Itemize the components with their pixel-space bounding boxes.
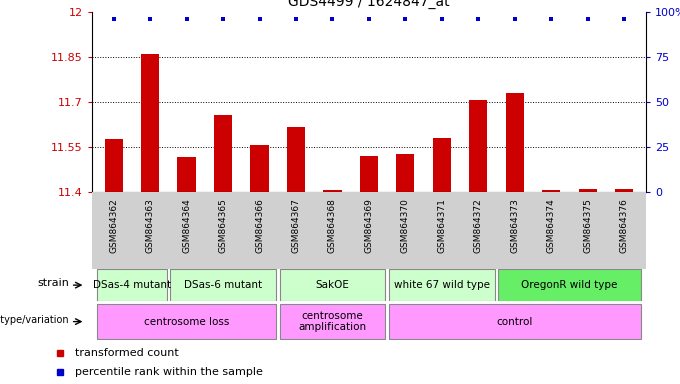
FancyBboxPatch shape [389, 304, 641, 339]
Bar [105, 139, 123, 192]
Text: DSas-4 mutant: DSas-4 mutant [93, 280, 171, 290]
Point [582, 16, 593, 22]
Text: GSM864375: GSM864375 [583, 198, 592, 253]
FancyBboxPatch shape [389, 270, 494, 301]
Bar [141, 54, 159, 192]
Bar [214, 115, 232, 192]
Point [509, 16, 520, 22]
Text: GSM864364: GSM864364 [182, 198, 191, 253]
Bar [542, 190, 560, 192]
Bar [250, 146, 269, 192]
Bar [323, 190, 341, 192]
Text: centrosome
amplification: centrosome amplification [299, 311, 367, 333]
Text: control: control [496, 316, 533, 327]
Bar [287, 127, 305, 192]
Text: GSM864367: GSM864367 [292, 198, 301, 253]
Point [254, 16, 265, 22]
Text: genotype/variation: genotype/variation [0, 315, 69, 325]
Point [400, 16, 411, 22]
Bar [177, 157, 196, 192]
Point [619, 16, 630, 22]
Text: GSM864371: GSM864371 [437, 198, 446, 253]
Point [218, 16, 228, 22]
Text: GSM864362: GSM864362 [109, 198, 118, 253]
FancyBboxPatch shape [97, 270, 167, 301]
Title: GDS4499 / 1624847_at: GDS4499 / 1624847_at [288, 0, 449, 9]
Text: GSM864368: GSM864368 [328, 198, 337, 253]
Text: GSM864363: GSM864363 [146, 198, 154, 253]
Text: GSM864369: GSM864369 [364, 198, 373, 253]
Text: SakOE: SakOE [316, 280, 350, 290]
Point [363, 16, 374, 22]
Text: GSM864374: GSM864374 [547, 198, 556, 253]
Point [546, 16, 557, 22]
Text: percentile rank within the sample: percentile rank within the sample [75, 367, 263, 377]
Point [290, 16, 301, 22]
Text: white 67 wild type: white 67 wild type [394, 280, 490, 290]
Text: GSM864373: GSM864373 [510, 198, 520, 253]
Bar [396, 154, 415, 192]
FancyBboxPatch shape [279, 304, 386, 339]
Text: centrosome loss: centrosome loss [144, 316, 229, 327]
Text: strain: strain [37, 278, 69, 288]
FancyBboxPatch shape [279, 270, 386, 301]
Point [145, 16, 156, 22]
Bar [506, 93, 524, 192]
Point [327, 16, 338, 22]
Bar [615, 189, 633, 192]
Text: GSM864370: GSM864370 [401, 198, 410, 253]
Text: GSM864366: GSM864366 [255, 198, 264, 253]
Bar [579, 189, 597, 192]
Point [108, 16, 119, 22]
FancyBboxPatch shape [170, 270, 276, 301]
Text: transformed count: transformed count [75, 348, 179, 358]
FancyBboxPatch shape [97, 304, 276, 339]
Text: GSM864372: GSM864372 [474, 198, 483, 253]
Text: DSas-6 mutant: DSas-6 mutant [184, 280, 262, 290]
FancyBboxPatch shape [498, 270, 641, 301]
Text: GSM864365: GSM864365 [218, 198, 228, 253]
Bar [432, 138, 451, 192]
Point [473, 16, 483, 22]
Point [181, 16, 192, 22]
Text: GSM864376: GSM864376 [619, 198, 628, 253]
Point [437, 16, 447, 22]
Bar [469, 100, 488, 192]
Text: OregonR wild type: OregonR wild type [522, 280, 617, 290]
Bar [360, 156, 378, 192]
